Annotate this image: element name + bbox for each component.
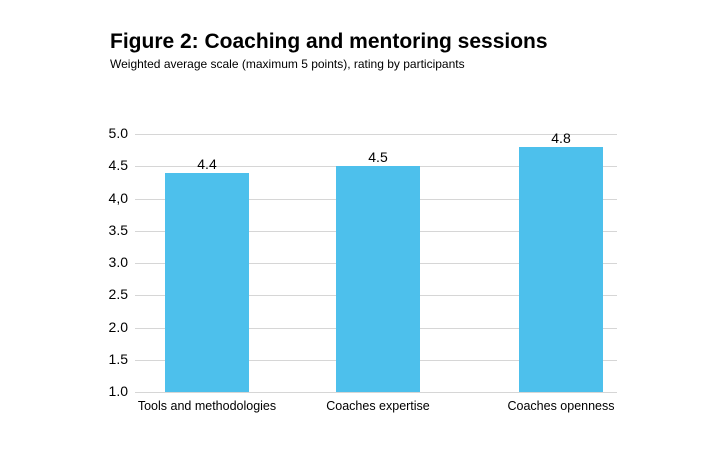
bar-value-label: 4.8	[551, 129, 571, 146]
x-category-label: Tools and methodologies	[137, 399, 277, 413]
y-tick-label: 5.0	[108, 125, 128, 141]
bar-value-label: 4.4	[197, 155, 217, 172]
chart-subtitle: Weighted average scale (maximum 5 points…	[110, 57, 465, 71]
bar-2	[336, 166, 420, 392]
y-tick-label: 2.5	[108, 286, 128, 303]
plot-area: 4.4 4.5 4.8	[135, 130, 617, 393]
bar-3	[519, 146, 603, 392]
x-category-label: Coaches openness	[507, 399, 615, 413]
y-tick-label: 2.0	[108, 318, 128, 335]
gridline	[135, 392, 617, 393]
y-tick-label: 4,0	[108, 189, 128, 206]
chart-title: Figure 2: Coaching and mentoring session…	[110, 30, 548, 53]
x-category-label: Coaches expertise	[326, 399, 430, 413]
y-tick-label: 1.5	[108, 350, 128, 367]
y-tick-label: 4.5	[108, 157, 128, 174]
gridline	[135, 134, 617, 135]
y-tick-label: 1.0	[108, 383, 128, 399]
bar-1	[165, 172, 249, 392]
y-tick-label: 3.0	[108, 254, 128, 270]
bar-value-label: 4.5	[368, 149, 388, 166]
y-tick-label: 3.5	[108, 221, 128, 238]
